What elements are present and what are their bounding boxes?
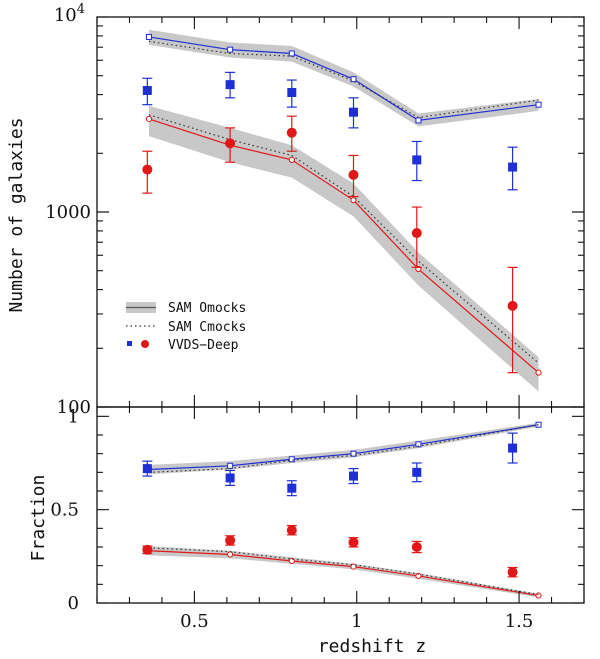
bottom-blue-model-point	[288, 456, 295, 463]
top-red-model-point	[350, 197, 357, 204]
top-red-data-point	[507, 300, 518, 311]
top-red-sam_omocks-line	[148, 118, 539, 374]
bottom-red-model-point	[227, 551, 234, 558]
legend-label-vvds: VVDS−Deep	[168, 338, 239, 353]
legend: SAM Omocks SAM Cmocks VVDS−Deep	[126, 301, 246, 353]
legend-label-omocks: SAM Omocks	[168, 301, 246, 316]
bottom-blue-sam_cmocks-line	[148, 424, 539, 473]
top-red-band	[148, 105, 539, 392]
bottom-blue-data-point	[287, 483, 297, 493]
top-blue-data-point	[508, 162, 518, 172]
bottom-red-data-point	[142, 544, 153, 555]
top-blue-sam_omocks-line	[148, 36, 539, 122]
y-axis-title-bottom: Fraction	[28, 475, 49, 562]
bottom-red-data-point	[225, 535, 236, 546]
bottom-red-sam_cmocks-line	[148, 547, 539, 596]
top-panel: 100 1000 104	[45, 2, 585, 418]
top-blue-data-point	[142, 85, 152, 95]
bottom-red-model-point	[350, 563, 357, 570]
y-tick-label: 104	[54, 2, 85, 26]
y-tick-label: 0	[68, 593, 79, 614]
bottom-blue-data-point	[225, 473, 235, 483]
x-tick-label: 1.5	[505, 611, 534, 632]
y-tick-label: 0.5	[50, 500, 79, 521]
top-red-data-point	[348, 169, 359, 180]
bottom-blue-data-point	[412, 467, 422, 477]
bottom-blue-band	[148, 422, 539, 475]
bottom-red-model-point	[415, 572, 422, 580]
x-tick-label: 0.5	[180, 611, 209, 632]
top-blue-model-point	[145, 33, 152, 40]
top-blue-data-point	[412, 155, 422, 165]
top-blue-sam_cmocks-line	[148, 40, 539, 119]
top-blue-data-point	[287, 88, 297, 98]
top-blue-data-point	[348, 107, 358, 117]
bottom-frame	[96, 406, 585, 604]
y-axis-title-top: Number of galaxies	[6, 117, 27, 312]
top-blue-model-point	[288, 50, 295, 57]
bottom-blue-model-point	[415, 441, 422, 448]
bottom-red-sam_omocks-line	[148, 550, 539, 597]
bottom-red-model-point	[535, 592, 542, 599]
bottom-red-data-point	[286, 525, 297, 536]
y-tick-label: 100	[57, 397, 91, 418]
top-red-model-point	[145, 115, 153, 123]
x-axis-title: redshift z	[318, 636, 426, 657]
y-tick-label: 1000	[45, 202, 91, 223]
top-red-model-point	[535, 369, 542, 376]
legend-blue-marker	[127, 341, 132, 346]
top-red-model-point	[288, 156, 295, 164]
top-blue-band	[148, 29, 539, 127]
top-blue-data-point	[225, 80, 235, 90]
bottom-blue-model-point	[535, 421, 542, 428]
bottom-red-band	[148, 546, 539, 598]
bottom-red-data-point	[411, 542, 422, 552]
top-blue-model-point	[350, 76, 357, 83]
bottom-panel: 0.5 1 1.5 0 0.5 1	[50, 406, 585, 632]
legend-label-cmocks: SAM Cmocks	[168, 320, 246, 335]
top-blue-model-point	[535, 101, 542, 108]
top-blue-model-point	[227, 46, 234, 53]
bottom-blue-model-point	[227, 462, 234, 469]
top-red-sam_cmocks-line	[148, 114, 539, 364]
top-blue-model-point	[415, 117, 422, 124]
top-red-data-point	[225, 138, 236, 149]
top-red-data-point	[286, 127, 297, 138]
bottom-blue-sam_omocks-line	[148, 424, 539, 471]
y-tick-label: 1	[68, 406, 79, 427]
bottom-blue-data-point	[142, 464, 152, 474]
bottom-red-data-point	[348, 537, 359, 548]
x-tick-label: 1	[351, 611, 362, 632]
bottom-blue-data-point	[348, 471, 358, 481]
bottom-blue-model-point	[350, 450, 357, 457]
bottom-red-data-point	[507, 567, 518, 578]
bottom-blue-data-point	[508, 443, 518, 453]
legend-red-marker	[141, 340, 149, 348]
top-red-data-point	[411, 228, 422, 239]
top-red-data-point	[142, 164, 153, 175]
